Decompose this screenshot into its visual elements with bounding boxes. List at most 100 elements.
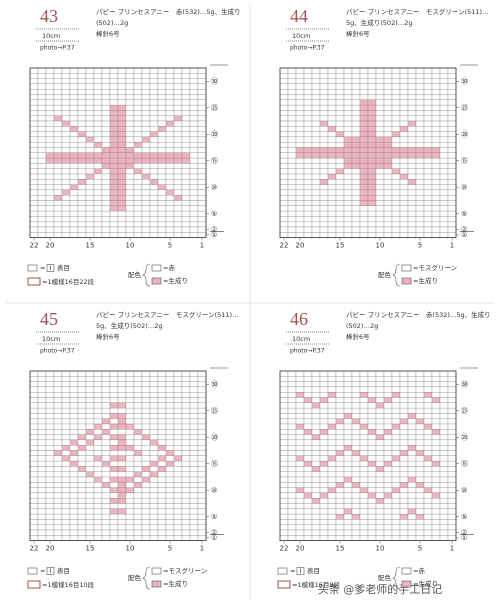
stitch-cell — [439, 89, 449, 95]
stitch-cell — [173, 168, 183, 175]
stitch-cell — [319, 445, 329, 451]
stitch-cell — [109, 429, 119, 435]
stitch-cell — [61, 83, 71, 90]
stitch-cell — [85, 397, 95, 403]
stitch-cell — [439, 200, 449, 206]
stitch-cell — [45, 136, 55, 143]
stitch-cell — [101, 386, 111, 393]
stitch-cell — [109, 78, 119, 85]
stitch-cell — [343, 487, 353, 494]
stitch-cell — [125, 455, 135, 462]
stitch-cell — [335, 152, 345, 159]
stitch-cell — [375, 392, 385, 398]
stitch-cell — [109, 376, 119, 382]
stitch-cell — [149, 173, 159, 180]
stitch-cell — [165, 434, 175, 441]
stitch-cell — [69, 429, 79, 435]
stitch-cell — [407, 110, 417, 116]
stitch-cell — [311, 163, 321, 169]
stitch-cell — [149, 226, 159, 233]
stitch-cell — [311, 370, 321, 377]
color-label: =赤 — [163, 264, 175, 272]
stitch-cell — [439, 179, 449, 185]
stitch-cell — [335, 376, 345, 382]
stitch-cell — [447, 115, 457, 122]
stitch-cell — [101, 513, 111, 520]
stitch-cell — [343, 376, 353, 382]
stitch-cell — [133, 216, 143, 222]
stitch-cell — [439, 524, 449, 531]
stitch-cell — [439, 168, 449, 175]
stitch-cell — [447, 376, 457, 382]
stitch-cell — [77, 115, 87, 122]
stitch-cell — [303, 142, 313, 148]
stitch-cell — [117, 413, 127, 419]
stitch-cell — [53, 392, 63, 398]
stitch-cell — [45, 147, 55, 153]
stitch-cell — [359, 535, 369, 541]
stitch-cell — [375, 386, 385, 393]
stitch-cell — [69, 482, 79, 488]
stitch-cell — [181, 439, 191, 446]
stitch-cell — [407, 407, 417, 414]
stitch-cell — [173, 189, 183, 196]
stitch-cell — [383, 205, 393, 212]
stitch-cell — [29, 232, 39, 238]
stitch-cell — [311, 168, 321, 175]
stitch-cell — [93, 386, 103, 393]
stitch-cell — [375, 67, 385, 74]
stitch-cell — [109, 423, 119, 430]
stitch-cell — [141, 413, 151, 419]
stitch-cell — [319, 221, 329, 228]
stitch-cell — [287, 73, 297, 79]
stitch-cell — [303, 232, 313, 238]
stitch-cell — [311, 460, 321, 467]
stitch-cell — [181, 492, 191, 499]
stitch-cell — [77, 94, 87, 100]
stitch-cell — [133, 508, 143, 515]
stitch-cell — [327, 89, 337, 95]
stitch-cell — [173, 370, 183, 377]
stitch-cell — [189, 429, 199, 435]
stitch-cell — [383, 434, 393, 441]
stitch-cell — [173, 466, 183, 472]
stitch-cell — [85, 216, 95, 222]
stitch-cell — [327, 131, 337, 138]
stitch-cell — [319, 110, 329, 116]
stitch-cell — [109, 397, 119, 403]
stitch-cell — [77, 152, 87, 159]
stitch-cell — [149, 195, 159, 201]
stitch-cell — [287, 152, 297, 159]
stitch-cell — [85, 67, 95, 74]
stitch-cell — [335, 445, 345, 451]
stitch-cell — [189, 126, 199, 132]
stitch-cell — [359, 423, 369, 430]
stitch-cell — [279, 402, 289, 409]
stitch-cell — [157, 89, 167, 95]
stitch-cell — [383, 184, 393, 191]
stitch-cell — [327, 407, 337, 414]
stitch-cell — [439, 152, 449, 159]
stitch-cell — [93, 392, 103, 398]
stitch-cell — [69, 466, 79, 472]
stitch-cell — [343, 232, 353, 238]
stitch-cell — [109, 503, 119, 509]
stitch-cell — [165, 152, 175, 159]
stitch-cell — [45, 455, 55, 462]
stitch-cell — [141, 381, 151, 388]
stitch-cell — [391, 200, 401, 206]
stitch-cell — [383, 492, 393, 499]
stitch-cell — [77, 147, 87, 153]
stitch-cell — [295, 392, 305, 398]
stitch-cell — [157, 99, 167, 106]
stitch-cell — [133, 370, 143, 377]
stitch-cell — [447, 157, 457, 164]
stitch-cell — [295, 407, 305, 414]
stitch-cell — [295, 67, 305, 74]
stitch-cell — [319, 519, 329, 525]
stitch-cell — [303, 418, 313, 425]
stitch-cell — [181, 524, 191, 531]
stitch-cell — [319, 136, 329, 143]
stitch-cell — [149, 126, 159, 132]
stitch-cell — [173, 131, 183, 138]
